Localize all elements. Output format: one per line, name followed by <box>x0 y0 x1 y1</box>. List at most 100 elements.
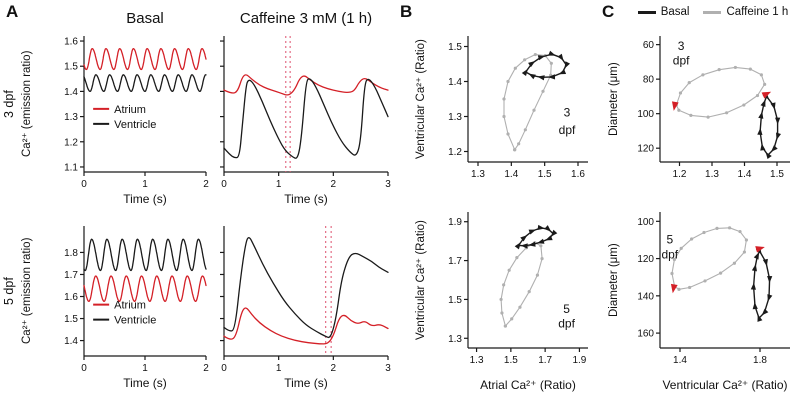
legend-item-caffeine: Caffeine 1 h <box>703 6 788 18</box>
plot-phase-3dpf: 1.3 1.4 1.5 1.6 1.2 1.3 1.4 1.5 3 dpf <box>448 36 588 180</box>
svg-text:Ventricular Ca²⁺ (Ratio): Ventricular Ca²⁺ (Ratio) <box>662 378 787 392</box>
panel-c-label: C <box>602 2 615 21</box>
svg-text:1.2: 1.2 <box>64 137 78 148</box>
svg-text:3: 3 <box>564 106 571 120</box>
y-axis-label-ventricular-ca-bottom: Ventricular Ca²⁺ (Ratio) <box>415 220 427 340</box>
svg-text:120: 120 <box>637 144 654 155</box>
svg-text:0: 0 <box>221 363 227 374</box>
plot-caffeine-5dpf: 0 1 2 3 Time (s) <box>220 226 391 390</box>
svg-text:1.8: 1.8 <box>64 248 78 259</box>
svg-text:1.7: 1.7 <box>538 355 552 366</box>
svg-text:1.3: 1.3 <box>470 355 484 366</box>
svg-text:1.4: 1.4 <box>448 77 462 88</box>
svg-text:1.7: 1.7 <box>448 256 462 267</box>
svg-text:1.3: 1.3 <box>448 112 462 123</box>
svg-text:3: 3 <box>678 39 685 53</box>
svg-text:Time (s): Time (s) <box>123 192 167 206</box>
svg-text:160: 160 <box>637 329 654 340</box>
svg-text:Atrium: Atrium <box>114 104 146 116</box>
svg-text:3: 3 <box>385 363 391 374</box>
svg-text:1.3: 1.3 <box>705 169 719 180</box>
svg-text:5: 5 <box>563 302 570 316</box>
svg-text:1.6: 1.6 <box>571 169 585 180</box>
svg-text:2: 2 <box>203 179 209 190</box>
svg-text:100: 100 <box>637 109 654 120</box>
svg-text:80: 80 <box>643 75 655 86</box>
svg-text:120: 120 <box>637 254 654 265</box>
svg-text:60: 60 <box>643 40 655 51</box>
panel-c-legend: Basal Caffeine 1 h <box>626 6 800 18</box>
y-axis-label-ca-emission-top: Ca²⁺ (emission ratio) <box>21 50 33 158</box>
svg-text:Time (s): Time (s) <box>284 192 328 206</box>
svg-text:Atrial Ca²⁺ (Ratio): Atrial Ca²⁺ (Ratio) <box>480 378 576 392</box>
svg-text:2: 2 <box>203 363 209 374</box>
legend-label-caffeine: Caffeine 1 h <box>726 6 789 18</box>
svg-text:1.5: 1.5 <box>538 169 552 180</box>
svg-text:100: 100 <box>637 217 654 228</box>
svg-text:1.7: 1.7 <box>64 270 78 281</box>
plot-basal-5dpf: 0 1 2 1.4 1.5 1.6 1.7 1.8 Time (s) Atrium Ventricl… <box>64 226 209 390</box>
legend-label-basal: Basal <box>660 6 690 18</box>
svg-text:dpf: dpf <box>661 248 678 262</box>
svg-text:Ventricle: Ventricle <box>114 315 156 327</box>
svg-text:1.8: 1.8 <box>753 355 767 366</box>
panel-a-title-caffeine: Caffeine 3 mM (1 h) <box>239 10 373 27</box>
y-axis-label-ventricular-ca-top: Ventricular Ca²⁺ (Ratio) <box>415 39 427 159</box>
panel-b-label: B <box>400 2 413 21</box>
y-axis-label-diameter-bottom: Diameter (μm) <box>608 243 620 317</box>
svg-text:1: 1 <box>142 179 148 190</box>
svg-text:1.3: 1.3 <box>64 112 78 123</box>
svg-text:1.9: 1.9 <box>572 355 586 366</box>
svg-text:1.2: 1.2 <box>448 147 462 158</box>
svg-text:0: 0 <box>221 179 227 190</box>
plot-caffeine-3dpf: 0 1 2 3 Time (s) <box>220 36 391 206</box>
panel-a-title-basal: Basal <box>126 10 164 27</box>
svg-text:1.4: 1.4 <box>64 87 78 98</box>
plot-diameter-5dpf: 1.4 1.8 100 120 140 160 Ventricular Ca²⁺ (Rati… <box>637 212 790 392</box>
row-label-5dpf: 5 dpf <box>2 277 16 305</box>
svg-text:1: 1 <box>276 179 282 190</box>
svg-text:5: 5 <box>666 233 673 247</box>
svg-text:140: 140 <box>637 291 654 302</box>
svg-text:2: 2 <box>331 179 337 190</box>
caffeine-line-swatch <box>703 10 722 14</box>
svg-text:1.3: 1.3 <box>448 334 462 345</box>
svg-text:1: 1 <box>142 363 148 374</box>
svg-text:1.4: 1.4 <box>64 336 78 347</box>
legend-item-basal: Basal <box>637 6 690 18</box>
plot-phase-5dpf: 1.3 1.5 1.7 1.9 1.3 1.5 1.7 1.9 Atrial Ca²⁺ (Rat… <box>448 212 588 392</box>
svg-text:1.4: 1.4 <box>504 169 518 180</box>
svg-text:1.1: 1.1 <box>64 162 78 173</box>
row-label-3dpf: 3 dpf <box>2 90 16 118</box>
panel-a-label: A <box>6 2 19 21</box>
svg-text:dpf: dpf <box>559 123 576 137</box>
svg-text:Ventricle: Ventricle <box>114 119 156 131</box>
svg-text:2: 2 <box>331 363 337 374</box>
svg-text:Time (s): Time (s) <box>284 376 328 390</box>
svg-text:Time (s): Time (s) <box>123 376 167 390</box>
svg-text:1.9: 1.9 <box>448 217 462 228</box>
plot-basal-3dpf: 0 1 2 1.1 1.2 1.3 1.4 1.5 1.6 Time (s) Atrium Ventr… <box>64 36 209 206</box>
svg-text:Atrium: Atrium <box>114 300 146 312</box>
svg-text:3: 3 <box>385 179 391 190</box>
y-axis-label-diameter-top: Diameter (μm) <box>608 62 620 136</box>
svg-text:dpf: dpf <box>558 317 575 331</box>
svg-text:1.6: 1.6 <box>64 292 78 303</box>
svg-text:1: 1 <box>276 363 282 374</box>
svg-text:1.4: 1.4 <box>673 355 687 366</box>
svg-text:dpf: dpf <box>673 53 690 67</box>
svg-text:1.5: 1.5 <box>64 314 78 325</box>
svg-text:1.5: 1.5 <box>64 62 78 73</box>
svg-text:1.3: 1.3 <box>471 169 485 180</box>
svg-text:1.2: 1.2 <box>673 169 687 180</box>
svg-text:1.5: 1.5 <box>448 295 462 306</box>
svg-text:1.5: 1.5 <box>448 42 462 53</box>
svg-text:1.4: 1.4 <box>738 169 752 180</box>
svg-text:0: 0 <box>81 179 87 190</box>
y-axis-label-ca-emission-bottom: Ca²⁺ (emission ratio) <box>21 237 33 345</box>
svg-text:1.5: 1.5 <box>504 355 518 366</box>
basal-line-swatch <box>637 10 656 14</box>
svg-text:1.5: 1.5 <box>770 169 784 180</box>
